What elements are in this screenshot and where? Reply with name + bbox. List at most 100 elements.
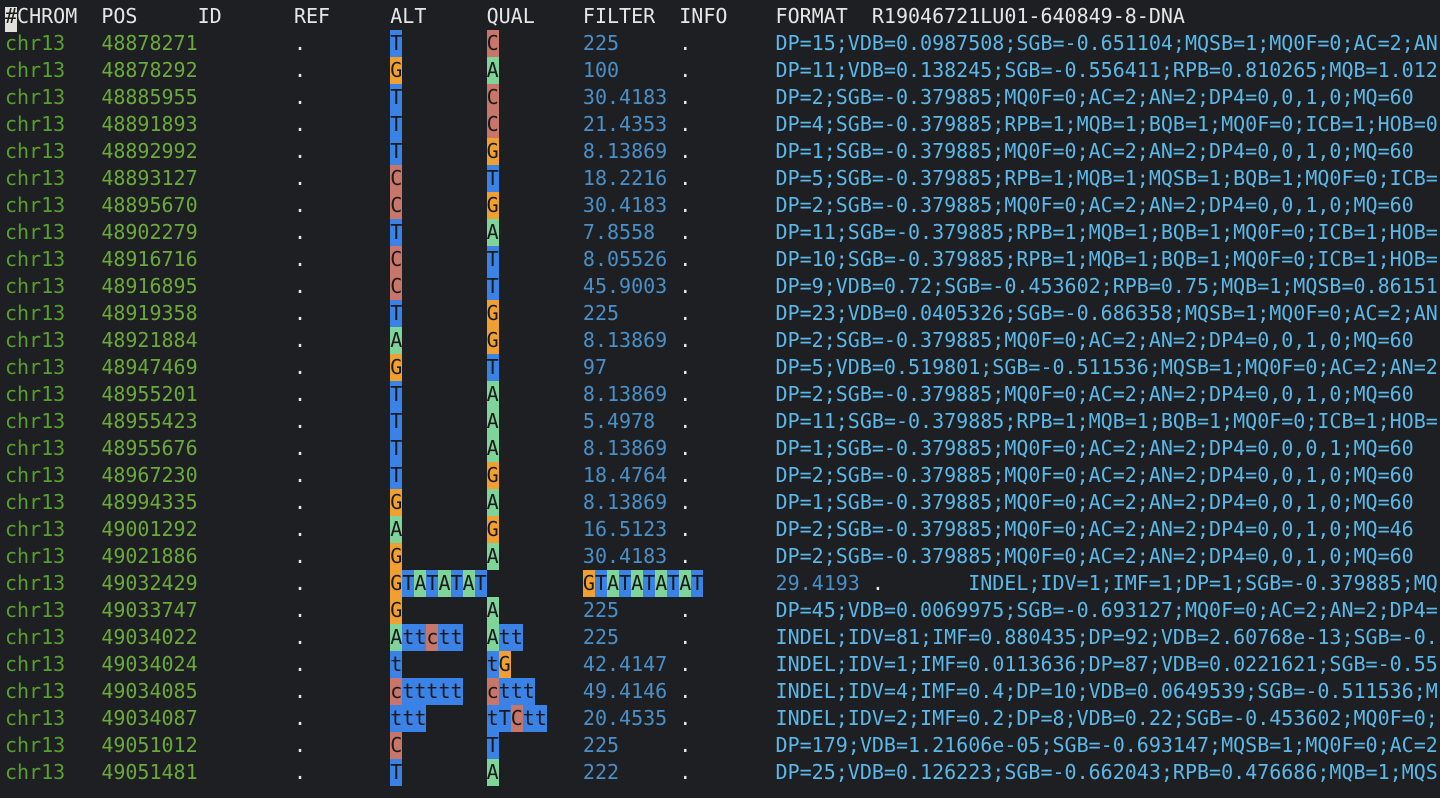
base: t [414,705,427,732]
base: G [390,354,403,381]
vcf-row: chr13 48878292. G A 100. DP=11;VDB=0.138245;S… [0,57,1440,84]
filter: . [871,571,884,595]
base: T [486,732,499,759]
base: A [390,624,403,651]
vcf-row: chr13 48892992. T G 8.13869. DP=1;SGB=-0.3798… [0,138,1440,165]
base: c [426,624,439,651]
base: A [486,219,499,246]
alt: tG [486,651,511,678]
base: G [486,192,499,219]
pos: 48921884 [101,328,198,352]
alt: T [486,732,499,759]
chrom: chr13 [5,85,66,109]
pos: 49034024 [101,652,198,676]
alt: G [486,327,499,354]
pos: 48955201 [101,382,198,406]
base: t [510,624,523,651]
base: G [582,570,595,597]
base: t [510,678,523,705]
id: . [293,598,306,622]
ref: T [390,30,403,57]
alt: G [486,516,499,543]
info: DP=2;SGB=-0.379885;MQ0F=0;AC=2;AN=2;DP4=… [775,463,1414,487]
chrom: chr13 [5,355,66,379]
base: A [486,597,499,624]
qual: 225 [582,598,620,622]
base: t [522,678,535,705]
ref: Attctt [390,624,463,651]
ref: T [390,435,403,462]
info: DP=2;SGB=-0.379885;MQ0F=0;AC=2;AN=2;DP4=… [775,517,1414,541]
alt: T [486,354,499,381]
chrom: chr13 [5,166,66,190]
filter: . [679,625,692,649]
id: . [293,247,306,271]
alt: A [486,489,499,516]
base: A [607,570,620,597]
base: t [414,624,427,651]
base: A [390,516,403,543]
base: G [486,327,499,354]
ref: G [390,489,403,516]
column-header: FORMAT [775,4,848,28]
info: DP=1;SGB=-0.379885;MQ0F=0;AC=2;AN=2;DP4=… [775,490,1414,514]
vcf-row: chr13 48885955. T C 30.4183. DP=2;SGB=-0.3798… [0,84,1440,111]
id: . [293,625,306,649]
column-header: R19046721LU01-640849-8-DNA [871,4,1185,28]
ref: GTATATAT [390,570,487,597]
info: INDEL;IDV=4;IMF=0.4;DP=10;VDB=0.0649539;… [775,679,1438,703]
alt: C [486,30,499,57]
base: T [390,219,403,246]
id: . [293,301,306,325]
vcf-row: chr13 48994335. G A 8.13869. DP=1;SGB=-0.3798… [0,489,1440,516]
qual: 5.4978 [582,409,656,433]
qual: 30.4183 [582,85,668,109]
vcf-row: chr13 48891893. T C 21.4353. DP=4;SGB=-0.3798… [0,111,1440,138]
id: . [293,58,306,82]
ref: A [390,327,403,354]
alt: A [486,219,499,246]
base: T [486,165,499,192]
ref: T [390,84,403,111]
base: t [438,678,451,705]
base: T [486,273,499,300]
filter: . [679,220,692,244]
base: C [390,732,403,759]
filter: . [679,544,692,568]
base: A [679,570,692,597]
ref: A [390,516,403,543]
chrom: chr13 [5,247,66,271]
filter: . [679,760,692,784]
id: . [293,166,306,190]
chrom: chr13 [5,31,66,55]
chrom: chr13 [5,58,66,82]
chrom: chr13 [5,760,66,784]
id: . [293,517,306,541]
qual: 8.13869 [582,328,668,352]
base: G [486,462,499,489]
chrom: chr13 [5,328,66,352]
pos: 49034087 [101,706,198,730]
id: . [293,760,306,784]
id: . [293,679,306,703]
pos: 49032429 [101,571,198,595]
base: C [486,84,499,111]
filter: . [679,652,692,676]
id: . [293,328,306,352]
base: G [486,300,499,327]
ref: C [390,192,403,219]
vcf-row: chr13 48916716. C T 8.05526. DP=10;SGB=-0.379… [0,246,1440,273]
base: t [522,705,535,732]
vcf-row: chr13 49032429. GTATATAT GTATATATAT 29.4193.… [0,570,1440,597]
filter: . [679,85,692,109]
base: T [390,408,403,435]
info: DP=4;SGB=-0.379885;RPB=1;MQB=1;BQB=1;MQ0… [775,112,1438,136]
id: . [293,31,306,55]
filter: . [679,166,692,190]
qual: 16.5123 [582,517,668,541]
alt: A [486,57,499,84]
vcf-row: chr13 48916895. C T 45.9003. DP=9;VDB=0.72;SG… [0,273,1440,300]
qual: 7.8558 [582,220,656,244]
chrom: chr13 [5,409,66,433]
